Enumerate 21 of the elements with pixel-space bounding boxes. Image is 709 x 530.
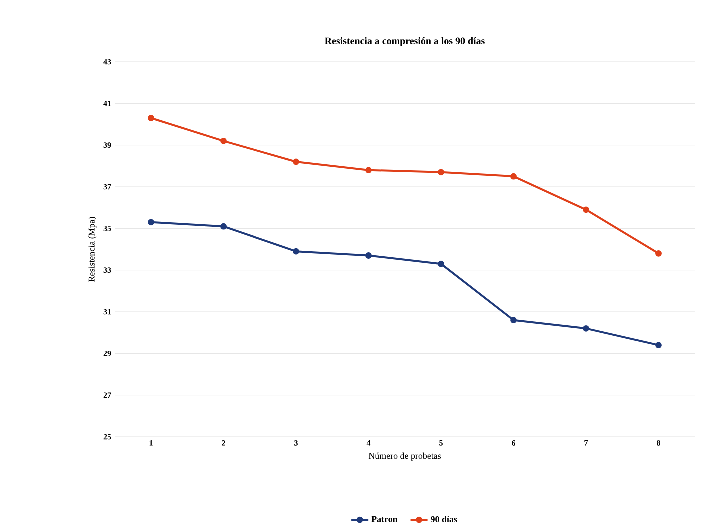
point <box>656 250 662 257</box>
point <box>293 248 300 255</box>
point <box>438 260 444 268</box>
point <box>366 252 372 259</box>
point <box>220 223 227 230</box>
point <box>583 325 590 332</box>
point <box>148 115 154 122</box>
point <box>366 167 372 174</box>
point <box>510 317 517 324</box>
point <box>148 219 154 226</box>
point <box>220 138 227 144</box>
point <box>583 206 590 214</box>
point <box>510 173 517 180</box>
point <box>656 342 662 349</box>
y-axis-title: Resistencia (Mpa) <box>88 217 97 282</box>
chart-title: Resistencia a compresión a los 90 días <box>325 37 485 47</box>
legend-label: Patron <box>372 516 398 522</box>
x-axis-title: Número de probetas <box>368 452 442 461</box>
point <box>438 169 444 176</box>
legend-label: 90 días <box>431 516 458 523</box>
point <box>293 158 300 166</box>
